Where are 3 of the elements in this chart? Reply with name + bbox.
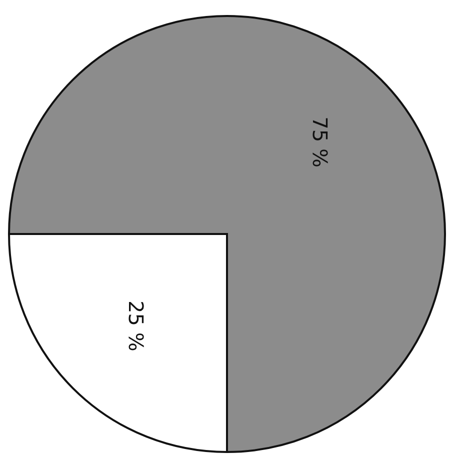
pie-slice xyxy=(8,15,446,453)
data-label: 25 % xyxy=(124,300,148,352)
data-label: 75 % xyxy=(308,116,332,168)
